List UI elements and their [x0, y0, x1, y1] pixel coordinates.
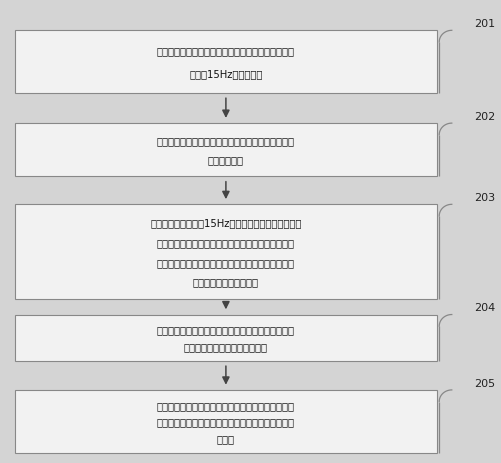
FancyBboxPatch shape — [15, 205, 436, 300]
Text: 204: 204 — [473, 302, 494, 313]
Text: 基于所述系数向量，建立所述信息参数和辐照性能参: 基于所述系数向量，建立所述信息参数和辐照性能参 — [157, 325, 294, 335]
FancyBboxPatch shape — [15, 31, 436, 94]
Text: 获取所述作为随机子样的脉冲宽度调制器经过辐照后: 获取所述作为随机子样的脉冲宽度调制器经过辐照后 — [157, 136, 294, 146]
Text: 以所述输出占空比和15Hz噪声点频值作为信息参数，: 以所述输出占空比和15Hz噪声点频值作为信息参数， — [150, 218, 301, 228]
FancyBboxPatch shape — [15, 124, 436, 177]
Text: 202: 202 — [473, 112, 494, 121]
Text: 获取作为随机子样的脉冲宽度调制器辐照前的输出占: 获取作为随机子样的脉冲宽度调制器辐照前的输出占 — [157, 46, 294, 56]
Text: 数之间的无损筛选回归预测方程: 数之间的无损筛选回归预测方程 — [183, 341, 268, 351]
Text: 的输入灌电流: 的输入灌电流 — [207, 155, 243, 165]
Text: 系数向量脉冲宽度调制器: 系数向量脉冲宽度调制器 — [192, 277, 259, 287]
Text: 法建立多无线性回归方程，并计算线性回归方程中的: 法建立多无线性回归方程，并计算线性回归方程中的 — [157, 257, 294, 267]
Text: 行筛选: 行筛选 — [216, 433, 234, 443]
FancyBboxPatch shape — [15, 390, 436, 453]
Text: 203: 203 — [473, 193, 494, 203]
Text: 以所述输入灌电流作为辐照性能参数，采用线性回归: 以所述输入灌电流作为辐照性能参数，采用线性回归 — [157, 238, 294, 247]
FancyBboxPatch shape — [15, 315, 436, 361]
Text: 调制器的抗辐照性能，对同批其他脉冲宽度调制器进: 调制器的抗辐照性能，对同批其他脉冲宽度调制器进 — [157, 416, 294, 426]
Text: 空比和15Hz噪声点频值: 空比和15Hz噪声点频值 — [189, 69, 262, 79]
Text: 利用所述无损筛选回归预测方程，预测单个脉冲宽度: 利用所述无损筛选回归预测方程，预测单个脉冲宽度 — [157, 400, 294, 410]
Text: 205: 205 — [473, 378, 494, 388]
Text: 201: 201 — [473, 19, 494, 29]
